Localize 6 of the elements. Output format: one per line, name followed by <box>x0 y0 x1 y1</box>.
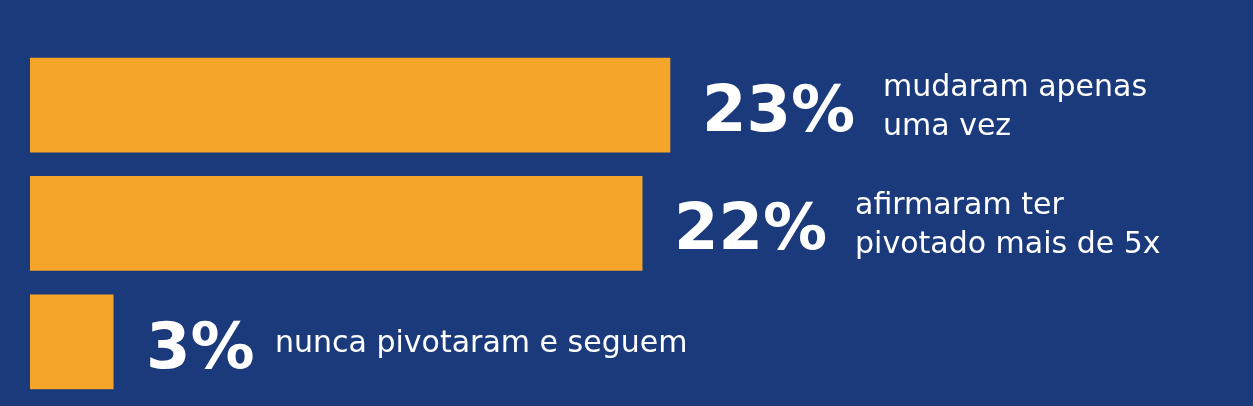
data-label: 23% <box>702 72 856 146</box>
data-label: 3% <box>146 309 255 383</box>
y-tick-label: mudaram apenas uma vez <box>883 68 1148 142</box>
y-tick-label: afirmaram ter pivotado mais de 5x <box>855 186 1161 260</box>
y-tick-label: nunca pivotaram e seguem <box>275 324 688 359</box>
data-label: 22% <box>674 190 828 264</box>
